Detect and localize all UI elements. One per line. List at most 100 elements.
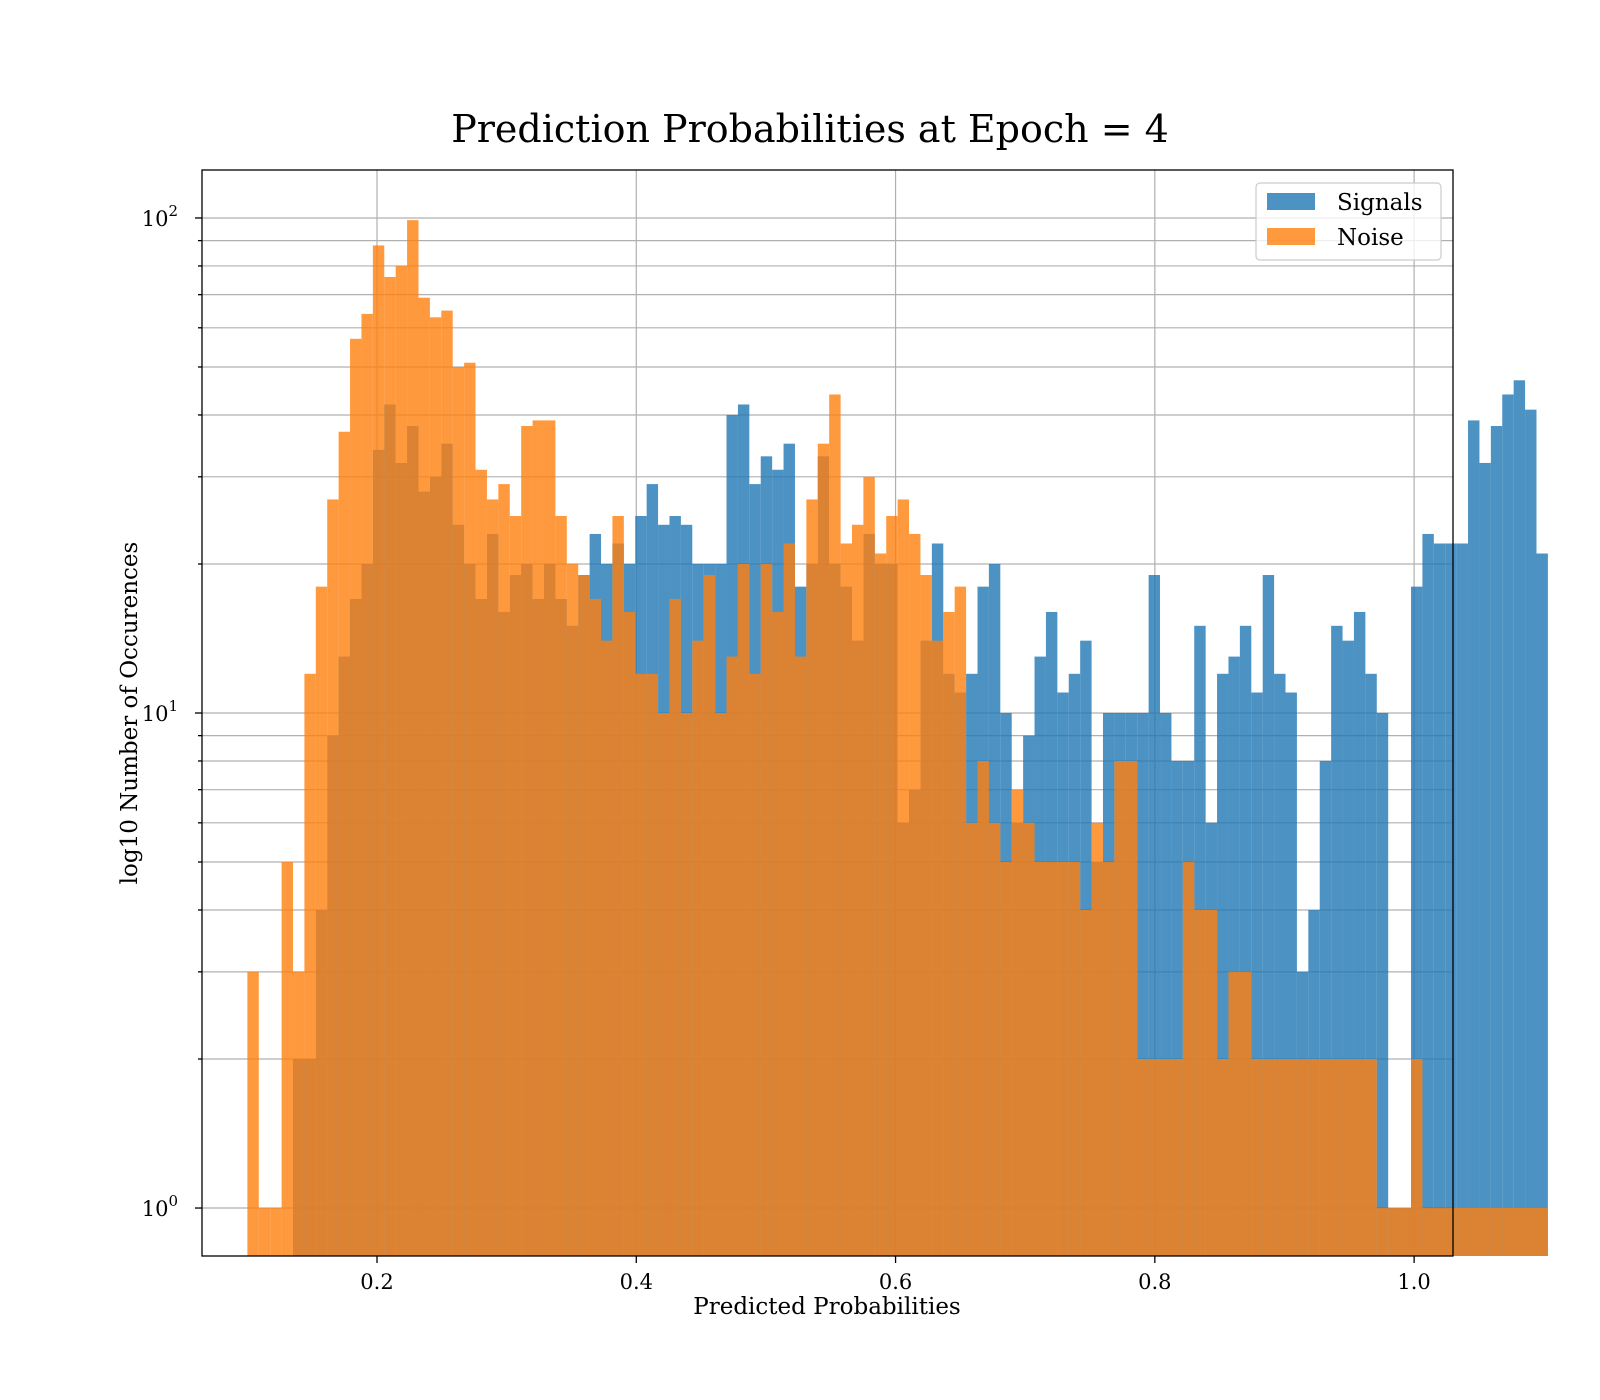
noise-bar-22	[498, 484, 510, 1256]
noise-bar-95	[1331, 1059, 1343, 1256]
noise-bar-104	[1433, 1208, 1446, 1256]
signals-bar-103	[1422, 533, 1434, 1256]
y-tick-label-2: 102	[142, 202, 178, 231]
signals-bar-104	[1433, 543, 1446, 1256]
noise-bar-105	[1445, 1208, 1457, 1256]
signals-bar-105	[1445, 543, 1457, 1256]
noise-bar-5	[304, 673, 316, 1256]
noise-bar-8	[338, 431, 351, 1256]
noise-bar-83	[1194, 909, 1206, 1256]
noise-bar-58	[909, 533, 921, 1256]
noise-bar-73	[1080, 909, 1092, 1256]
noise-bar-16	[429, 317, 442, 1256]
signals-bar-86	[1228, 656, 1240, 1256]
noise-bar-80	[1160, 1059, 1172, 1256]
noise-bar-110	[1502, 1208, 1514, 1256]
noise-bar-6	[315, 586, 328, 1256]
noise-bar-35	[646, 673, 659, 1256]
noise-bar-38	[680, 713, 693, 1256]
noise-bar-102	[1410, 1059, 1423, 1256]
signals-bar-106	[1456, 543, 1469, 1256]
signals-bar-113	[1536, 553, 1548, 1256]
noise-bar-20	[475, 469, 487, 1257]
noise-bar-2	[270, 1208, 282, 1256]
x-axis-ticks: 0.2 0.4 0.6 0.8 1.0	[360, 1256, 1431, 1294]
noise-bar-44	[749, 673, 761, 1256]
noise-bar-94	[1319, 1059, 1332, 1256]
x-axis-label: Predicted Probabilities	[693, 1294, 961, 1320]
noise-bar-51	[829, 394, 841, 1256]
legend: Signals Noise	[1255, 182, 1442, 261]
noise-bar-40	[703, 575, 716, 1256]
noise-bar-97	[1353, 1059, 1366, 1256]
noise-bar-106	[1456, 1208, 1469, 1256]
noise-bar-9	[350, 338, 362, 1256]
noise-bar-60	[931, 640, 944, 1256]
noise-bar-86	[1228, 971, 1240, 1256]
noise-bar-33	[623, 611, 636, 1256]
x-tick-label-0: 0.2	[360, 1270, 393, 1294]
signals-bar-111	[1513, 380, 1526, 1256]
noise-bar-101	[1399, 1208, 1411, 1256]
noise-bar-24	[521, 425, 533, 1256]
signals-bar-99	[1376, 713, 1389, 1256]
signals-bar-95	[1331, 625, 1343, 1256]
noise-bar-112	[1525, 1208, 1537, 1256]
noise-bar-42	[726, 656, 738, 1256]
noise-bars	[247, 220, 1548, 1257]
noise-bar-0	[247, 971, 259, 1256]
noise-bar-4	[293, 971, 305, 1256]
y-tick-label-0: 100	[142, 1192, 178, 1221]
noise-bar-89	[1262, 1059, 1275, 1256]
signals-bar-107	[1468, 420, 1480, 1256]
noise-bar-19	[464, 362, 476, 1256]
noise-bar-57	[897, 499, 910, 1256]
signals-bar-94	[1319, 760, 1332, 1256]
noise-bar-69	[1034, 862, 1046, 1256]
noise-bar-64	[977, 760, 989, 1256]
noise-bar-66	[1000, 862, 1012, 1256]
signals-bar-88	[1251, 692, 1263, 1256]
noise-bar-65	[988, 822, 1001, 1256]
noise-bar-45	[760, 563, 773, 1256]
noise-bar-77	[1125, 760, 1138, 1256]
noise-bar-79	[1148, 1059, 1161, 1256]
legend-label-noise: Noise	[1337, 225, 1404, 251]
noise-bar-52	[840, 543, 853, 1256]
noise-bar-107	[1468, 1208, 1480, 1256]
noise-bar-87	[1239, 971, 1252, 1256]
y-axis-label: log10 Number of Occurences	[117, 542, 143, 885]
noise-bar-81	[1171, 1059, 1183, 1256]
x-tick-label-4: 1.0	[1397, 1270, 1430, 1294]
noise-bar-78	[1137, 1059, 1149, 1256]
noise-bar-84	[1205, 909, 1218, 1256]
noise-bar-49	[806, 499, 818, 1256]
noise-bar-27	[555, 516, 567, 1256]
noise-bar-30	[589, 598, 602, 1256]
noise-bar-17	[441, 310, 453, 1256]
noise-bar-47	[783, 543, 795, 1256]
noise-bar-88	[1251, 1059, 1263, 1256]
signals-bar-97	[1353, 611, 1366, 1256]
noise-bar-37	[669, 598, 681, 1256]
noise-bar-113	[1536, 1208, 1548, 1256]
noise-bar-34	[635, 673, 647, 1256]
noise-bar-92	[1296, 1059, 1309, 1256]
noise-bar-32	[612, 516, 624, 1256]
signals-bar-102	[1410, 586, 1423, 1256]
signals-bar-110	[1502, 394, 1514, 1256]
noise-bar-41	[715, 713, 727, 1256]
noise-bar-7	[327, 499, 339, 1256]
noise-bar-11	[372, 245, 385, 1257]
noise-bar-59	[920, 575, 932, 1256]
noise-bar-10	[361, 313, 373, 1256]
noise-bar-56	[886, 516, 898, 1256]
x-tick-label-2: 0.6	[879, 1270, 912, 1294]
noise-bar-61	[943, 611, 955, 1256]
noise-bar-67	[1011, 789, 1024, 1256]
noise-bar-26	[543, 420, 556, 1256]
noise-bar-54	[863, 476, 875, 1256]
noise-bar-23	[509, 516, 522, 1256]
noise-bar-93	[1308, 1059, 1320, 1256]
